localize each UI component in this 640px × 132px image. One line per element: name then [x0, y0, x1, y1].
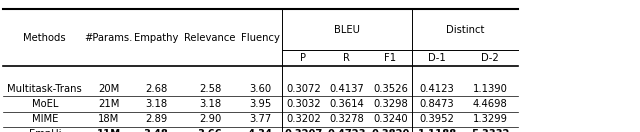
Text: 20M: 20M	[98, 84, 120, 94]
Text: 5.3332: 5.3332	[471, 129, 509, 132]
Text: 3.95: 3.95	[249, 99, 271, 109]
Text: Fluency: Fluency	[241, 33, 280, 43]
Text: 18M: 18M	[98, 114, 120, 124]
Text: 2.58: 2.58	[199, 84, 221, 94]
Text: 1.3299: 1.3299	[473, 114, 508, 124]
Text: 4.34: 4.34	[248, 129, 273, 132]
Text: 0.3207: 0.3207	[284, 129, 323, 132]
Text: 0.3072: 0.3072	[286, 84, 321, 94]
Text: 0.3298: 0.3298	[373, 99, 408, 109]
Text: F1: F1	[385, 53, 396, 63]
Text: 21M: 21M	[98, 99, 120, 109]
Text: 0.4137: 0.4137	[330, 84, 364, 94]
Text: 2.90: 2.90	[199, 114, 221, 124]
Text: P: P	[300, 53, 307, 63]
Text: 0.3202: 0.3202	[286, 114, 321, 124]
Text: 1.1390: 1.1390	[473, 84, 508, 94]
Text: 0.8473: 0.8473	[420, 99, 454, 109]
Text: 0.3278: 0.3278	[330, 114, 364, 124]
Text: 3.18: 3.18	[199, 99, 221, 109]
Text: Distinct: Distinct	[446, 25, 484, 35]
Text: Multitask-Trans: Multitask-Trans	[8, 84, 82, 94]
Text: Relevance: Relevance	[184, 33, 236, 43]
Text: 3.77: 3.77	[249, 114, 271, 124]
Text: 0.3952: 0.3952	[420, 114, 454, 124]
Text: 3.66: 3.66	[198, 129, 222, 132]
Text: 0.4723: 0.4723	[328, 129, 366, 132]
Text: Empathy: Empathy	[134, 33, 179, 43]
Text: 11M: 11M	[97, 129, 121, 132]
Text: 2.68: 2.68	[145, 84, 167, 94]
Text: EmpHi: EmpHi	[29, 129, 61, 132]
Text: 0.3526: 0.3526	[373, 84, 408, 94]
Text: 0.3820: 0.3820	[371, 129, 410, 132]
Text: Methods: Methods	[24, 33, 66, 43]
Text: MIME: MIME	[31, 114, 58, 124]
Text: 0.3614: 0.3614	[330, 99, 364, 109]
Text: 3.60: 3.60	[249, 84, 271, 94]
Text: R: R	[344, 53, 350, 63]
Text: 0.3032: 0.3032	[286, 99, 321, 109]
Text: D-2: D-2	[481, 53, 499, 63]
Text: BLEU: BLEU	[334, 25, 360, 35]
Text: 0.3240: 0.3240	[373, 114, 408, 124]
Text: D-1: D-1	[428, 53, 446, 63]
Text: 4.4698: 4.4698	[473, 99, 508, 109]
Text: 2.89: 2.89	[145, 114, 167, 124]
Text: 3.18: 3.18	[145, 99, 167, 109]
Text: 0.4123: 0.4123	[420, 84, 454, 94]
Text: MoEL: MoEL	[31, 99, 58, 109]
Text: 1.1188: 1.1188	[417, 129, 457, 132]
Text: 3.48: 3.48	[144, 129, 168, 132]
Text: #Params.: #Params.	[84, 33, 133, 43]
